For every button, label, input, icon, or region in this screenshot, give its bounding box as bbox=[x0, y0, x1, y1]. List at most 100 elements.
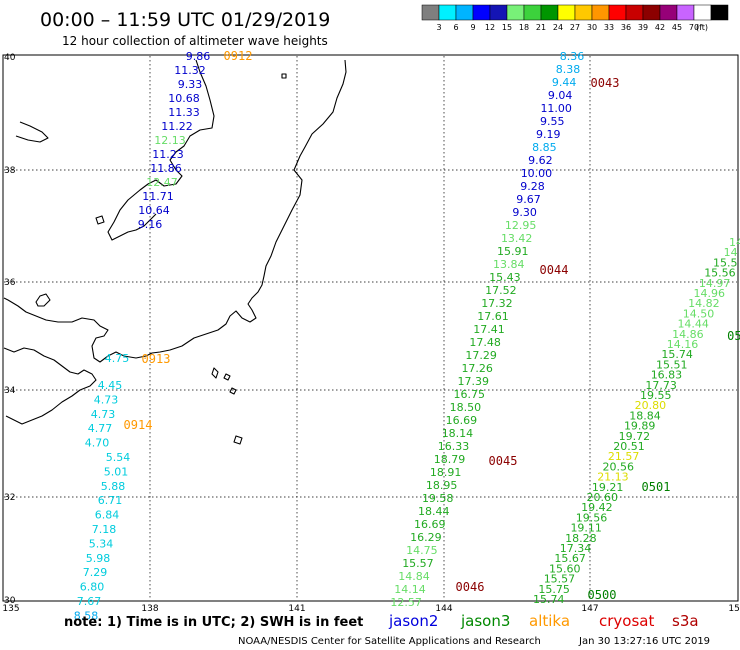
pass-time-label: 0045 bbox=[489, 454, 518, 468]
colorbar-label: 12 bbox=[485, 23, 495, 32]
wave-height-value: 11.00 bbox=[540, 102, 572, 115]
colorbar-label: 30 bbox=[587, 23, 597, 32]
graticule: 135 138 141 144 147 150 40 38 36 34 32 30 bbox=[2, 53, 740, 614]
colorbar-swatch bbox=[608, 4, 627, 21]
longitude-label: 150 bbox=[728, 604, 740, 614]
colorbar-label: 9 bbox=[470, 23, 475, 32]
pass-time-label: 0043 bbox=[591, 76, 620, 90]
latitude-label: 30 bbox=[4, 596, 16, 606]
wave-height-value: 11.32 bbox=[174, 64, 206, 77]
footer-note: note: 1) Time is in UTC; 2) SWH is in fe… bbox=[64, 615, 363, 630]
satellite-legend-jason3: jason3 bbox=[460, 612, 510, 630]
wave-height-value: 7.29 bbox=[83, 566, 108, 579]
pass-time-label: 050 bbox=[727, 329, 740, 343]
wave-height-value: 14.14 bbox=[394, 583, 426, 596]
colorbar-label: 6 bbox=[453, 23, 458, 32]
wave-height-value: 14.44 bbox=[677, 318, 709, 331]
wave-height-value: 16.69 bbox=[414, 518, 446, 531]
wave-height-value: 18.79 bbox=[434, 453, 466, 466]
wave-height-value: 9.04 bbox=[548, 89, 573, 102]
wave-height-value: 5.54 bbox=[106, 451, 131, 464]
colorbar-label: 15 bbox=[502, 23, 512, 32]
colorbar-label: 45 bbox=[672, 23, 682, 32]
wave-height-value: 8.38 bbox=[556, 63, 581, 76]
wave-height-value: 8.36 bbox=[560, 50, 585, 63]
wave-height-value: 18.14 bbox=[442, 427, 474, 440]
wave-height-value: 18.50 bbox=[450, 401, 482, 414]
wave-height-value: 19.58 bbox=[422, 492, 454, 505]
colorbar-swatch bbox=[676, 4, 695, 21]
wave-height-value: 9.86 bbox=[186, 50, 211, 63]
wave-height-value: 12.13 bbox=[154, 134, 186, 147]
wave-height-value: 14.96 bbox=[694, 287, 726, 300]
wave-height-value: 17.73 bbox=[645, 379, 677, 392]
wave-height-value: 11.22 bbox=[161, 120, 193, 133]
colorbar-label: 42 bbox=[655, 23, 665, 32]
wave-height-value: 19.72 bbox=[619, 430, 651, 443]
wave-height-value: 9.44 bbox=[552, 76, 577, 89]
colorbar-swatch bbox=[625, 4, 644, 21]
wave-height-value: 10.64 bbox=[138, 204, 170, 217]
timestamp-text: Jan 30 13:27:16 UTC 2019 bbox=[578, 636, 710, 647]
pass-time-labels: 0912 0913 0914 0043 0044 0045 0046 0501 0500 050 bbox=[124, 49, 740, 602]
colorbar-legend: 3 6 9 12 15 18 21 24 27 30 33 36 39 42 45 70(ft) bbox=[421, 4, 729, 32]
wave-height-value: 17.48 bbox=[469, 336, 501, 349]
wave-height-value: 9.55 bbox=[540, 115, 565, 128]
wave-height-value: 4.75 bbox=[105, 352, 130, 365]
colorbar-swatch bbox=[574, 4, 593, 21]
map-frame bbox=[2, 54, 739, 602]
colorbar-swatch bbox=[455, 4, 474, 21]
wave-height-value: 4.77 bbox=[88, 422, 113, 435]
colorbar-label: 21 bbox=[536, 23, 546, 32]
colorbar-swatch bbox=[642, 4, 661, 21]
wave-height-value: 20.56 bbox=[603, 460, 635, 473]
latitude-label: 40 bbox=[4, 53, 16, 63]
longitude-label: 147 bbox=[581, 604, 598, 614]
latitude-label: 34 bbox=[4, 386, 16, 396]
wave-height-value: 15.51 bbox=[656, 358, 688, 371]
pass-time-label: 0501 bbox=[642, 480, 671, 494]
wave-height-value: 14.86 bbox=[672, 328, 704, 341]
wave-height-value: 17.52 bbox=[485, 284, 517, 297]
colorbar-label: 27 bbox=[570, 23, 580, 32]
wave-height-value: 19.42 bbox=[581, 501, 613, 514]
colorbar-swatch bbox=[659, 4, 678, 21]
wave-height-value: 9.62 bbox=[528, 154, 553, 167]
wave-height-value: 15.60 bbox=[549, 562, 581, 575]
pass-time-label: 0044 bbox=[540, 263, 569, 277]
pass-time-label: 0914 bbox=[124, 418, 153, 432]
wave-height-value: 4.70 bbox=[85, 437, 110, 450]
wave-height-value: 15.56 bbox=[704, 267, 736, 280]
colorbar-swatch bbox=[489, 4, 508, 21]
latitude-label: 38 bbox=[4, 166, 16, 176]
wave-height-value: 18.44 bbox=[418, 505, 450, 518]
wave-height-value: 8.85 bbox=[532, 141, 557, 154]
japan-coastline bbox=[3, 59, 347, 445]
wave-height-value: 15.91 bbox=[497, 245, 529, 258]
pass-time-label: 0046 bbox=[456, 580, 485, 594]
colorbar-swatch bbox=[438, 4, 457, 21]
wave-height-value: 12.47 bbox=[146, 176, 178, 189]
wave-height-value: 21.57 bbox=[608, 450, 640, 463]
map-title: 00:00 – 11:59 UTC 01/29/2019 bbox=[40, 9, 330, 31]
wave-height-value: 5.98 bbox=[86, 552, 111, 565]
wave-height-value: 15.75 bbox=[538, 583, 570, 596]
wave-height-value: 14.16 bbox=[667, 338, 699, 351]
wave-height-value: 7.18 bbox=[92, 523, 117, 536]
wave-height-value: 6.71 bbox=[98, 494, 123, 507]
colorbar-swatch bbox=[540, 4, 559, 21]
wave-height-value: 5.01 bbox=[104, 465, 129, 478]
satellite-legend-altika: altika bbox=[529, 612, 570, 630]
wave-height-value: 15.74 bbox=[533, 593, 565, 606]
colorbar-unit: (ft) bbox=[696, 23, 708, 32]
wave-height-value: 17.32 bbox=[481, 297, 513, 310]
wave-height-value: 9.19 bbox=[536, 128, 561, 141]
wave-height-value: 6.80 bbox=[80, 581, 105, 594]
wave-height-value: 7.67 bbox=[77, 595, 102, 608]
wave-height-value: 5.34 bbox=[89, 537, 114, 550]
wave-height-value: 10.00 bbox=[521, 167, 553, 180]
wave-height-value: 17.41 bbox=[473, 323, 505, 336]
longitude-label: 144 bbox=[435, 604, 452, 614]
wave-height-value: 15.67 bbox=[554, 552, 586, 565]
